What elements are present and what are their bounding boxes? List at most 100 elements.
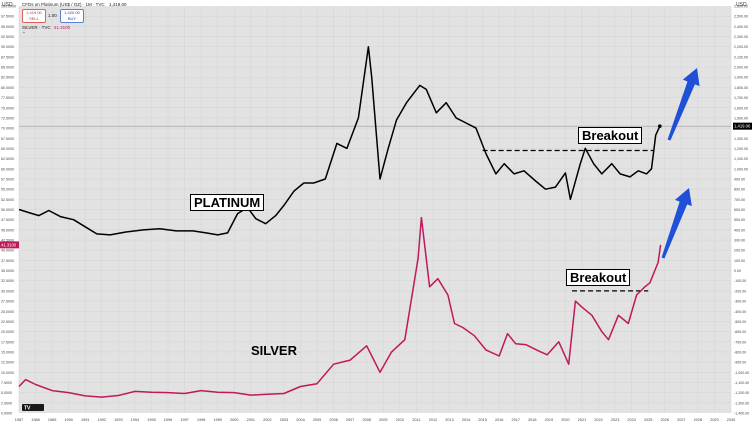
left-tick-label: 32.5000 xyxy=(1,279,14,283)
right-tick-label: -900.00 xyxy=(734,361,746,365)
year-tick-label: 2012 xyxy=(429,418,437,422)
right-tick-label: -1,200.00 xyxy=(734,391,749,395)
left-axis: 100.0000 97.5000 95.0000 92.5000 90.0000 87.5… xyxy=(1,5,16,416)
right-tick-label: 1,000.00 xyxy=(734,167,748,171)
sell-button[interactable]: 1,419.00 SELL xyxy=(22,9,46,23)
left-tick-label: 50.0000 xyxy=(1,208,14,212)
silver-label: SILVER xyxy=(251,343,297,358)
year-tick-label: 2008 xyxy=(362,418,370,422)
time-axis: 1987 1988 1989 1990 1991 1992 1993 1994 1995 1996… xyxy=(15,418,735,422)
year-tick-label: 1990 xyxy=(64,418,72,422)
spread-value: 1.00 xyxy=(48,13,57,18)
collapse-legend-icon[interactable]: ⌃ xyxy=(22,31,26,36)
right-tick-label: -800.00 xyxy=(734,350,746,354)
left-price-label: 41.3100 xyxy=(1,242,17,247)
left-tick-label: 87.5000 xyxy=(1,55,14,59)
year-tick-label: 2007 xyxy=(346,418,354,422)
left-tick-label: 77.5000 xyxy=(1,96,14,100)
right-price-tag: 1,419.00 xyxy=(733,122,752,130)
right-tick-label: -600.00 xyxy=(734,330,746,334)
year-tick-label: 2004 xyxy=(296,418,304,422)
left-tick-label: 70.0000 xyxy=(1,127,14,131)
right-tick-label: -700.00 xyxy=(734,340,746,344)
tradingview-logo: TV xyxy=(22,404,44,412)
year-tick-label: 1993 xyxy=(114,418,122,422)
left-tick-label: 42.5000 xyxy=(1,239,14,243)
platinum-label: PLATINUM xyxy=(190,194,265,211)
right-tick-label: -300.00 xyxy=(734,300,746,304)
left-tick-label: 67.5000 xyxy=(1,137,14,141)
year-tick-label: 2023 xyxy=(611,418,619,422)
year-tick-label: 1994 xyxy=(131,418,139,422)
left-tick-label: 90.0000 xyxy=(1,45,14,49)
year-tick-label: 1991 xyxy=(81,418,89,422)
year-tick-label: 2028 xyxy=(694,418,702,422)
right-tick-label: 1,900.00 xyxy=(734,76,748,80)
left-tick-label: 27.5000 xyxy=(1,300,14,304)
year-tick-label: 1996 xyxy=(164,418,172,422)
year-tick-label: 2027 xyxy=(677,418,685,422)
platinum-up-arrow xyxy=(667,68,700,141)
symbol-name: CFDs on Platinum (US$ / OZ) · 1M · TVC xyxy=(22,2,105,7)
right-tick-label: -500.00 xyxy=(734,320,746,324)
year-tick-label: 1995 xyxy=(147,418,155,422)
year-tick-label: 2029 xyxy=(710,418,718,422)
left-tick-label: 55.0000 xyxy=(1,188,14,192)
left-tick-label: 22.5000 xyxy=(1,320,14,324)
left-tick-label: 30.0000 xyxy=(1,289,14,293)
year-tick-label: 2015 xyxy=(478,418,486,422)
breakout-label-silver: Breakout xyxy=(566,269,631,286)
right-tick-label: 2,200.00 xyxy=(734,45,748,49)
right-tick-label: 2,300.00 xyxy=(734,35,748,39)
left-tick-label: 65.0000 xyxy=(1,147,14,151)
right-tick-label: 1,500.00 xyxy=(734,116,748,120)
right-tick-label: -1,000.00 xyxy=(734,371,749,375)
left-tick-label: 100.0000 xyxy=(1,5,16,9)
left-tick-label: 20.0000 xyxy=(1,330,14,334)
right-tick-label: 200.00 xyxy=(734,249,745,253)
year-tick-label: 2009 xyxy=(379,418,387,422)
right-tick-label: -1,400.00 xyxy=(734,412,749,416)
left-tick-label: 0.0000 xyxy=(1,412,12,416)
year-tick-label: 2024 xyxy=(627,418,635,422)
left-tick-label: 85.0000 xyxy=(1,66,14,70)
left-tick-label: 15.0000 xyxy=(1,350,14,354)
year-tick-label: 2001 xyxy=(247,418,255,422)
year-tick-label: 2025 xyxy=(644,418,652,422)
right-tick-label: 1,600.00 xyxy=(734,106,748,110)
year-tick-label: 2013 xyxy=(445,418,453,422)
svg-text:TV: TV xyxy=(24,406,31,412)
year-tick-label: 1987 xyxy=(15,418,23,422)
silver-legend: SILVER · TVC 41.3100 xyxy=(22,25,70,30)
right-tick-label: 500.00 xyxy=(734,218,745,222)
left-tick-label: 5.0000 xyxy=(1,391,12,395)
sell-label: SELL xyxy=(29,15,39,21)
left-tick-label: 82.5000 xyxy=(1,76,14,80)
year-tick-label: 2026 xyxy=(661,418,669,422)
right-tick-label: 900.00 xyxy=(734,177,745,181)
year-tick-label: 2003 xyxy=(280,418,288,422)
year-tick-label: 1992 xyxy=(98,418,106,422)
year-tick-label: 2002 xyxy=(263,418,271,422)
left-currency-label: USD xyxy=(2,2,13,8)
right-tick-label: -200.00 xyxy=(734,289,746,293)
right-tick-label: 400.00 xyxy=(734,228,745,232)
year-tick-label: 2000 xyxy=(230,418,238,422)
right-tick-label: -400.00 xyxy=(734,310,746,314)
right-tick-label: 2,000.00 xyxy=(734,66,748,70)
year-tick-label: 2016 xyxy=(495,418,503,422)
left-tick-label: 7.5000 xyxy=(1,381,12,385)
year-tick-label: 1997 xyxy=(180,418,188,422)
year-tick-label: 2011 xyxy=(412,418,420,422)
left-tick-label: 92.5000 xyxy=(1,35,14,39)
left-tick-label: 62.5000 xyxy=(1,157,14,161)
arrows xyxy=(661,68,700,259)
year-tick-label: 1999 xyxy=(213,418,221,422)
right-tick-label: 300.00 xyxy=(734,239,745,243)
right-currency-label: USD xyxy=(736,2,747,8)
left-tick-label: 97.5000 xyxy=(1,15,14,19)
left-tick-label: 60.0000 xyxy=(1,167,14,171)
buy-button[interactable]: 1,420.00 BUY xyxy=(60,9,84,23)
year-tick-label: 2017 xyxy=(512,418,520,422)
